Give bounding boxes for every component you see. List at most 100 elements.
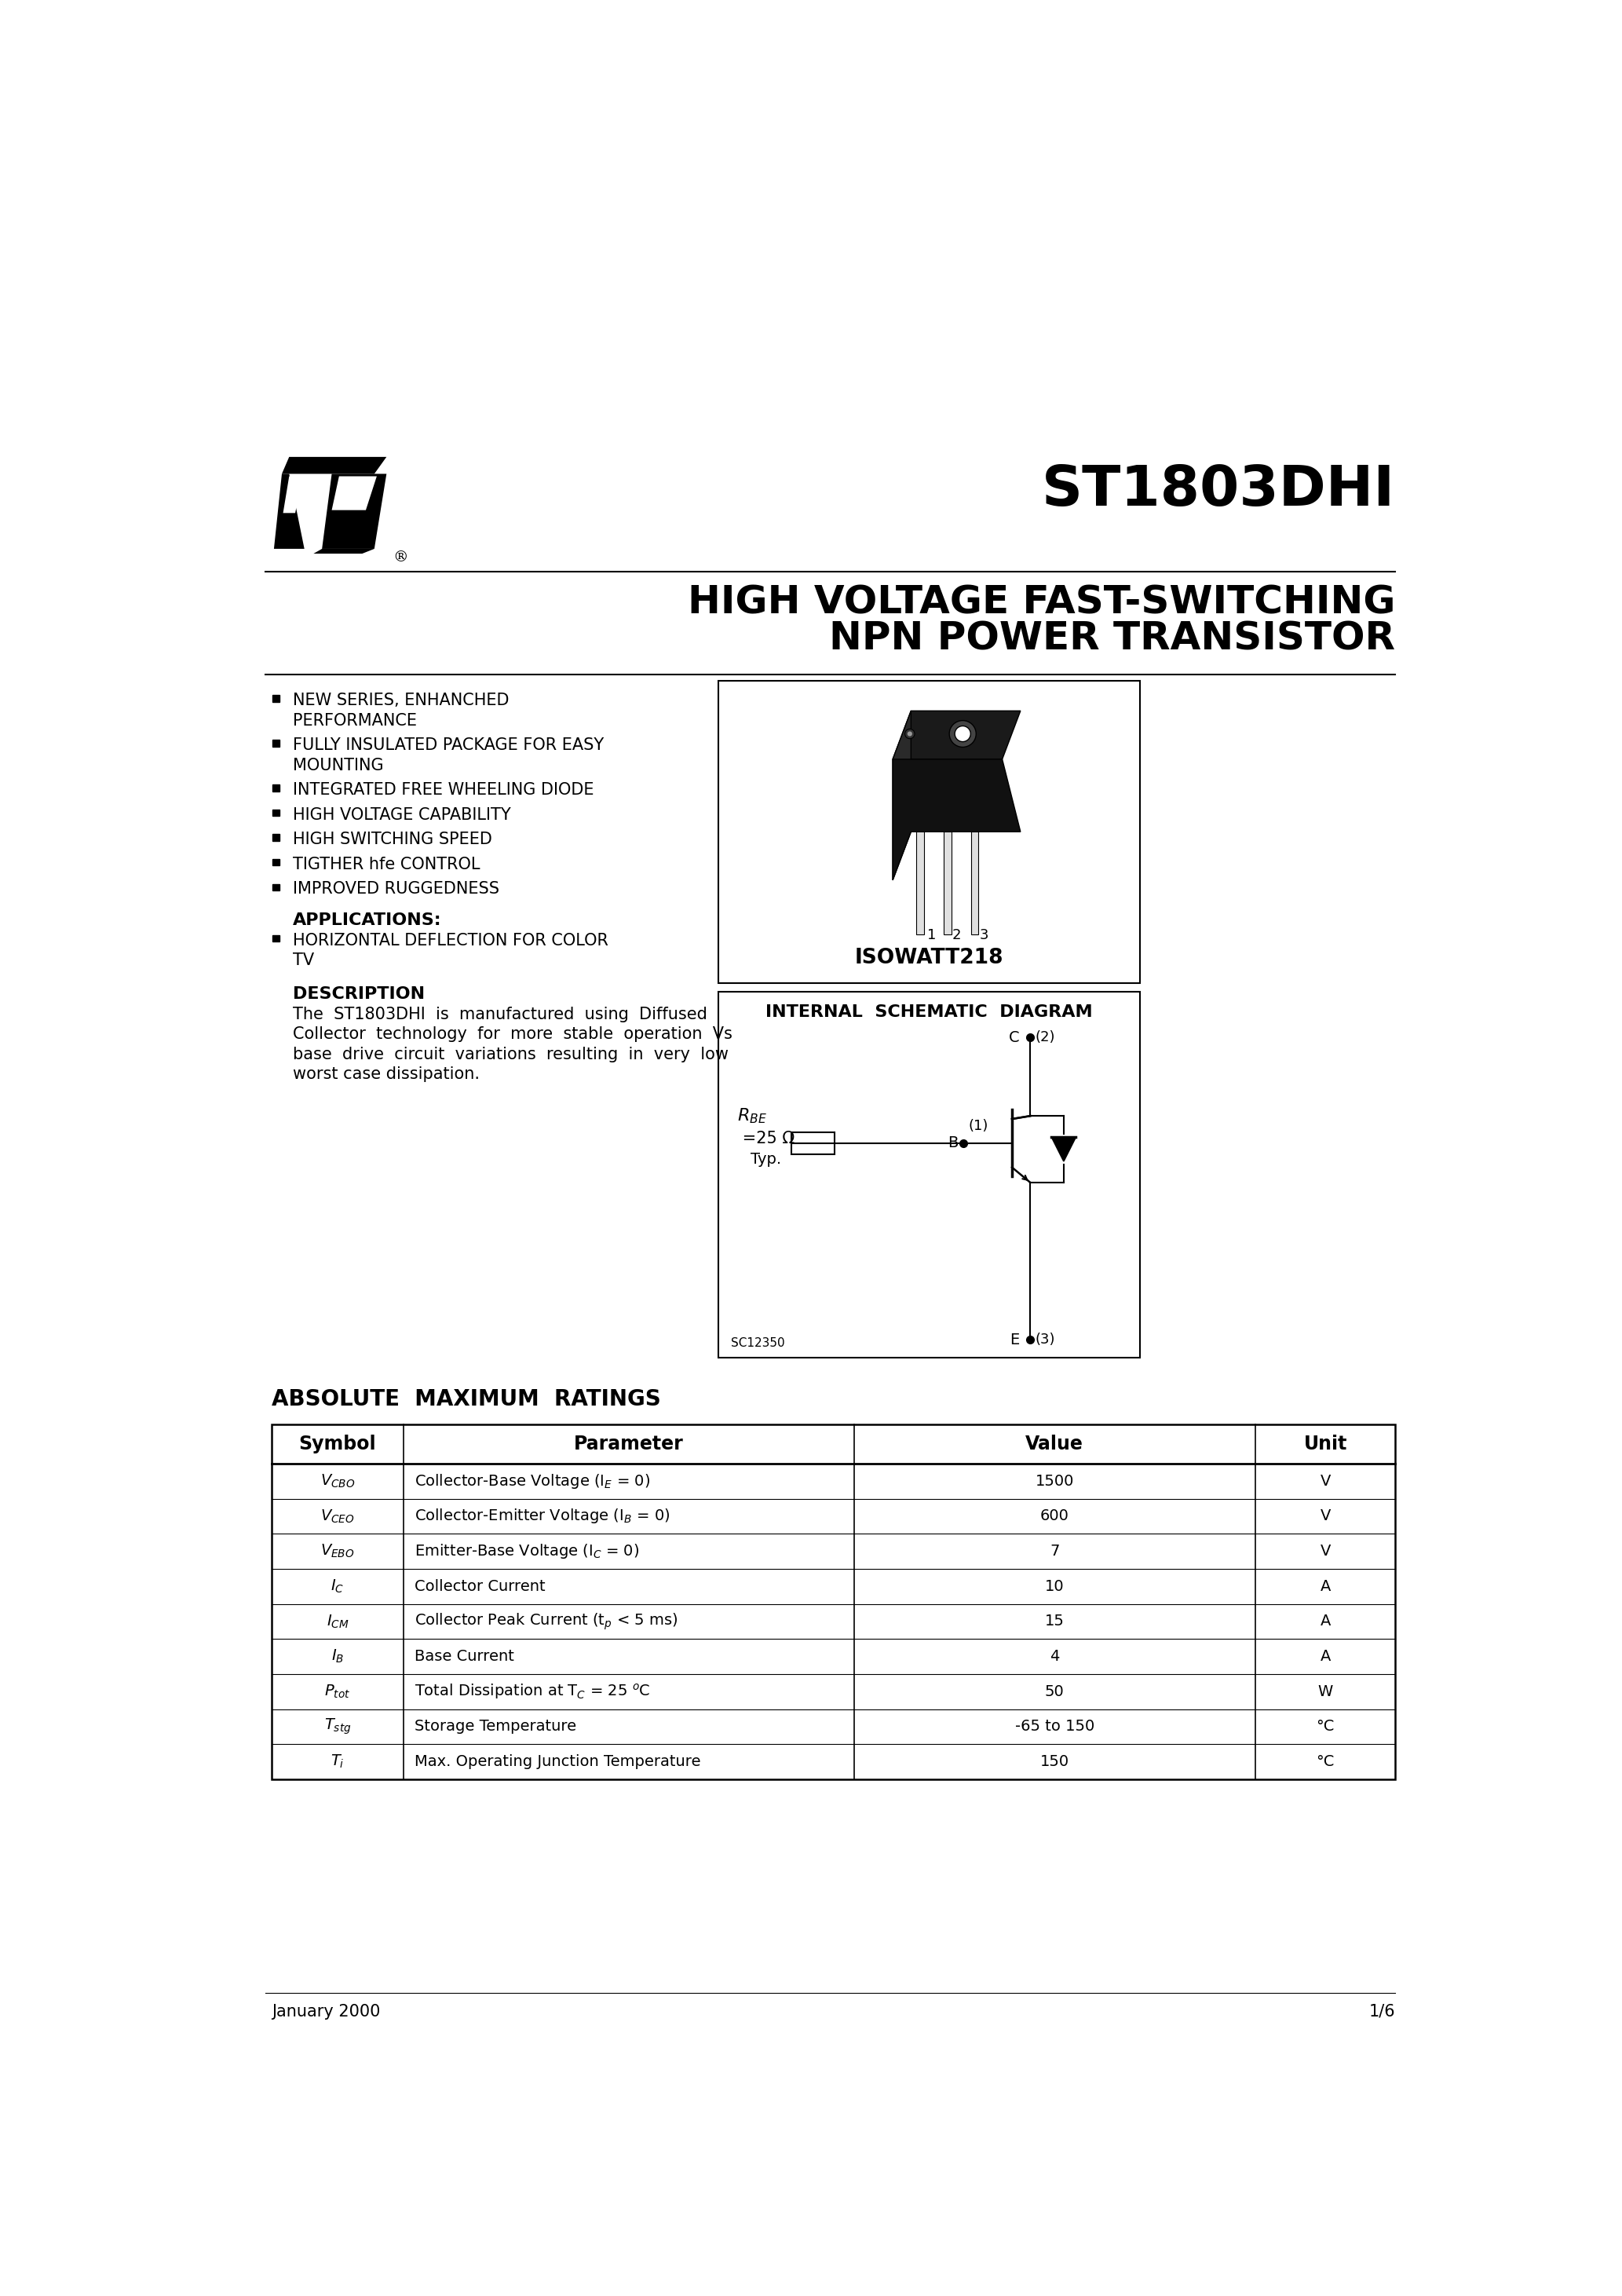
Text: A: A bbox=[1320, 1649, 1330, 1665]
Text: 4: 4 bbox=[1049, 1649, 1059, 1665]
Text: B: B bbox=[947, 1137, 959, 1150]
Text: ST1803DHI: ST1803DHI bbox=[1041, 464, 1395, 517]
Text: $V_{CBO}$: $V_{CBO}$ bbox=[320, 1472, 355, 1490]
Text: SC12350: SC12350 bbox=[732, 1336, 785, 1348]
Text: IMPROVED RUGGEDNESS: IMPROVED RUGGEDNESS bbox=[294, 882, 500, 898]
Text: INTERNAL  SCHEMATIC  DIAGRAM: INTERNAL SCHEMATIC DIAGRAM bbox=[766, 1003, 1093, 1019]
Bar bbox=[272, 934, 279, 941]
Text: NEW SERIES, ENHANCHED: NEW SERIES, ENHANCHED bbox=[294, 693, 509, 709]
Text: Max. Operating Junction Temperature: Max. Operating Junction Temperature bbox=[415, 1754, 701, 1770]
Text: $P_{tot}$: $P_{tot}$ bbox=[324, 1683, 350, 1699]
Circle shape bbox=[949, 721, 976, 746]
Bar bbox=[272, 833, 279, 840]
Bar bbox=[272, 739, 279, 746]
Text: 50: 50 bbox=[1045, 1683, 1064, 1699]
Bar bbox=[272, 785, 279, 792]
Text: 150: 150 bbox=[1040, 1754, 1069, 1770]
Bar bbox=[272, 810, 279, 815]
Text: Symbol: Symbol bbox=[298, 1435, 376, 1453]
Polygon shape bbox=[892, 712, 1020, 760]
Text: °C: °C bbox=[1315, 1720, 1335, 1733]
Text: APPLICATIONS:: APPLICATIONS: bbox=[294, 912, 441, 928]
Polygon shape bbox=[282, 457, 386, 473]
Text: HIGH VOLTAGE FAST-SWITCHING: HIGH VOLTAGE FAST-SWITCHING bbox=[688, 583, 1395, 622]
Polygon shape bbox=[892, 760, 1020, 879]
Text: ISOWATT218: ISOWATT218 bbox=[855, 948, 1004, 969]
Text: Collector Current: Collector Current bbox=[415, 1580, 545, 1593]
Polygon shape bbox=[892, 712, 912, 879]
Text: ®: ® bbox=[393, 551, 409, 565]
Bar bbox=[272, 884, 279, 891]
Text: E: E bbox=[1009, 1332, 1019, 1348]
Text: $V_{EBO}$: $V_{EBO}$ bbox=[321, 1543, 355, 1559]
Text: $R_{BE}$: $R_{BE}$ bbox=[736, 1107, 767, 1125]
Polygon shape bbox=[274, 473, 305, 549]
Text: NPN POWER TRANSISTOR: NPN POWER TRANSISTOR bbox=[829, 620, 1395, 659]
Text: (2): (2) bbox=[1035, 1031, 1056, 1045]
Bar bbox=[792, 1132, 834, 1155]
Text: HIGH SWITCHING SPEED: HIGH SWITCHING SPEED bbox=[294, 831, 491, 847]
Polygon shape bbox=[284, 475, 303, 512]
Circle shape bbox=[955, 726, 970, 742]
Text: 15: 15 bbox=[1045, 1614, 1064, 1628]
Text: °C: °C bbox=[1315, 1754, 1335, 1770]
Text: (1): (1) bbox=[968, 1118, 988, 1134]
Polygon shape bbox=[313, 549, 375, 553]
Text: Total Dissipation at T$_C$ = 25 $^o$C: Total Dissipation at T$_C$ = 25 $^o$C bbox=[415, 1683, 650, 1701]
Text: FULLY INSULATED PACKAGE FOR EASY: FULLY INSULATED PACKAGE FOR EASY bbox=[294, 737, 603, 753]
Polygon shape bbox=[323, 473, 386, 549]
Text: $V_{CEO}$: $V_{CEO}$ bbox=[321, 1508, 355, 1525]
Text: $T_{stg}$: $T_{stg}$ bbox=[324, 1717, 350, 1736]
Text: 1500: 1500 bbox=[1035, 1474, 1074, 1488]
Text: MOUNTING: MOUNTING bbox=[294, 758, 383, 774]
Bar bbox=[972, 831, 978, 934]
Circle shape bbox=[905, 730, 915, 739]
Text: 1/6: 1/6 bbox=[1369, 2004, 1395, 2018]
Text: $I_B$: $I_B$ bbox=[331, 1649, 344, 1665]
Text: worst case dissipation.: worst case dissipation. bbox=[294, 1065, 480, 1081]
Text: PERFORMANCE: PERFORMANCE bbox=[294, 712, 417, 728]
Polygon shape bbox=[1051, 1137, 1075, 1162]
Text: base  drive  circuit  variations  resulting  in  very  low: base drive circuit variations resulting … bbox=[294, 1047, 728, 1063]
Text: Typ.: Typ. bbox=[751, 1153, 782, 1166]
Text: HIGH VOLTAGE CAPABILITY: HIGH VOLTAGE CAPABILITY bbox=[294, 806, 511, 822]
Text: Unit: Unit bbox=[1304, 1435, 1346, 1453]
Text: Collector-Base Voltage (I$_E$ = 0): Collector-Base Voltage (I$_E$ = 0) bbox=[415, 1472, 650, 1490]
Bar bbox=[944, 831, 950, 934]
Text: TIGTHER hfe CONTROL: TIGTHER hfe CONTROL bbox=[294, 856, 480, 872]
Text: $T_i$: $T_i$ bbox=[331, 1754, 344, 1770]
Bar bbox=[272, 859, 279, 866]
Text: DESCRIPTION: DESCRIPTION bbox=[294, 987, 425, 1003]
Text: 10: 10 bbox=[1045, 1580, 1064, 1593]
Text: A: A bbox=[1320, 1580, 1330, 1593]
Text: $I_{CM}$: $I_{CM}$ bbox=[326, 1614, 349, 1630]
Text: Emitter-Base Voltage (I$_C$ = 0): Emitter-Base Voltage (I$_C$ = 0) bbox=[415, 1543, 639, 1561]
Text: C: C bbox=[1009, 1031, 1019, 1045]
Text: January 2000: January 2000 bbox=[271, 2004, 380, 2018]
Text: A: A bbox=[1320, 1614, 1330, 1628]
Text: ABSOLUTE  MAXIMUM  RATINGS: ABSOLUTE MAXIMUM RATINGS bbox=[271, 1389, 660, 1410]
Text: TV: TV bbox=[294, 953, 315, 969]
Text: V: V bbox=[1320, 1543, 1330, 1559]
Bar bbox=[719, 992, 1140, 1357]
Text: -65 to 150: -65 to 150 bbox=[1015, 1720, 1095, 1733]
Bar bbox=[916, 831, 925, 934]
Text: V: V bbox=[1320, 1474, 1330, 1488]
Bar bbox=[272, 696, 279, 703]
Text: Collector  technology  for  more  stable  operation  Vs: Collector technology for more stable ope… bbox=[294, 1026, 733, 1042]
Text: Value: Value bbox=[1025, 1435, 1083, 1453]
Text: Collector Peak Current (t$_p$ < 5 ms): Collector Peak Current (t$_p$ < 5 ms) bbox=[415, 1612, 678, 1632]
Text: The  ST1803DHI  is  manufactured  using  Diffused: The ST1803DHI is manufactured using Diff… bbox=[294, 1006, 707, 1022]
Text: 7: 7 bbox=[1049, 1543, 1059, 1559]
Text: Storage Temperature: Storage Temperature bbox=[415, 1720, 576, 1733]
Text: 1: 1 bbox=[928, 928, 936, 944]
Text: W: W bbox=[1317, 1683, 1333, 1699]
Text: 2: 2 bbox=[952, 928, 962, 944]
Text: Base Current: Base Current bbox=[415, 1649, 514, 1665]
Text: 600: 600 bbox=[1040, 1508, 1069, 1525]
Bar bbox=[719, 680, 1140, 983]
Bar bbox=[271, 1424, 1395, 1779]
Text: Collector-Emitter Voltage (I$_B$ = 0): Collector-Emitter Voltage (I$_B$ = 0) bbox=[415, 1506, 670, 1525]
Text: HORIZONTAL DEFLECTION FOR COLOR: HORIZONTAL DEFLECTION FOR COLOR bbox=[294, 932, 608, 948]
Text: INTEGRATED FREE WHEELING DIODE: INTEGRATED FREE WHEELING DIODE bbox=[294, 783, 594, 799]
